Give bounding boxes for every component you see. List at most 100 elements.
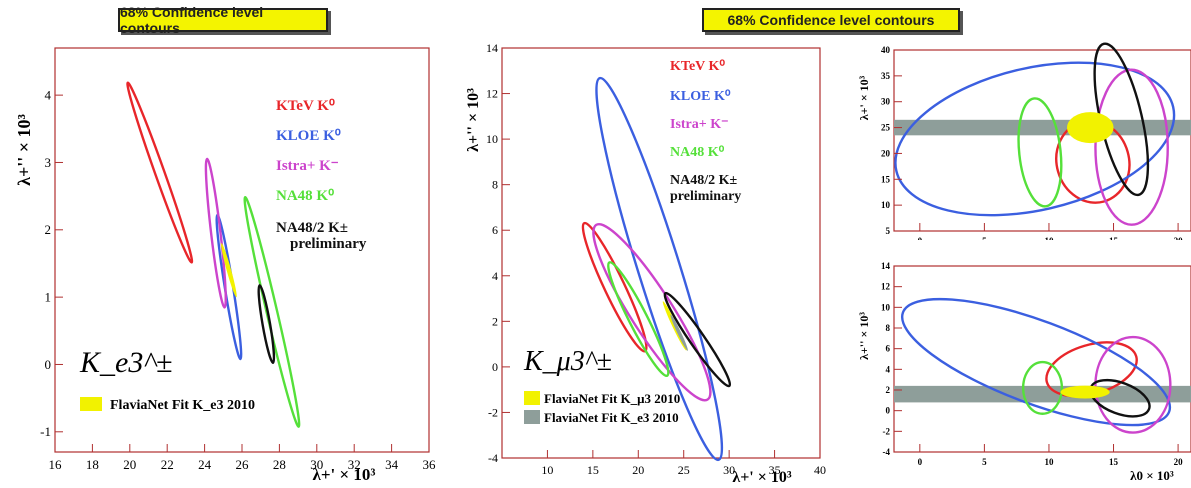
x-tick-label: 20: [1174, 236, 1184, 240]
x-tick-label: 15: [1109, 236, 1119, 240]
y-tick-label: -2: [883, 426, 891, 436]
y-tick-label: 0: [492, 360, 498, 374]
x-tick-label: 10: [541, 463, 553, 477]
contour-ktev-k-: [126, 81, 194, 264]
fit-legend-label-ke3: FlaviaNet Fit K_e3 2010: [544, 410, 679, 425]
plot-frame: [893, 49, 1191, 232]
contour-istra-k-: [1094, 68, 1169, 226]
y-tick-label: -4: [883, 447, 891, 457]
y-tick-label: 15: [881, 174, 891, 184]
contour-flavianet-fit: [1067, 112, 1114, 144]
x-tick-label: 28: [273, 457, 286, 472]
contour-istra-k-: [1094, 335, 1172, 434]
x-tick-label: 5: [982, 236, 987, 240]
y-axis-label: λ+' × 10³: [857, 75, 871, 120]
legend-preliminary: preliminary: [670, 189, 741, 204]
x-tick-label: 22: [161, 457, 174, 472]
x-tick-label: 24: [198, 457, 212, 472]
y-tick-label: 14: [486, 41, 498, 55]
y-tick-label: 6: [492, 223, 498, 237]
legend-ktev: KTeV K⁰: [276, 98, 335, 114]
y-tick-label: 12: [486, 87, 498, 101]
y-tick-label: 25: [881, 123, 891, 133]
y-tick-label: 8: [492, 178, 498, 192]
y-axis-label: λ+'' × 10³: [465, 88, 482, 152]
x-axis-label: λ+' × 10³: [312, 465, 375, 484]
x-tick-label: 0: [918, 236, 923, 240]
y-tick-label: -1: [40, 424, 51, 439]
legend-kloe: KLOE K⁰: [670, 89, 731, 104]
chart-kmu3: 10 15 20 25 30 35 40 -4 -2 0 2 4 6 8 10 12 14 λ+'' × 10³…: [465, 41, 826, 486]
y-tick-label: 0: [45, 357, 52, 372]
y-axis-label: λ+'' × 10³: [14, 114, 34, 186]
x-tick-label: 26: [236, 457, 250, 472]
x-tick-label: 20: [123, 457, 136, 472]
x-tick-label: 32: [348, 457, 361, 472]
y-tick-label: 35: [881, 71, 891, 81]
legend-ktev: KTeV K⁰: [670, 59, 725, 74]
legend-kloe: KLOE K⁰: [276, 128, 341, 144]
process-label: K_μ3^±: [523, 346, 612, 377]
y-tick-label: 0: [886, 406, 891, 416]
y-tick-label: 10: [881, 302, 891, 312]
x-tick-label: 30: [310, 457, 323, 472]
y-tick-label: 10: [881, 200, 891, 210]
y-tick-label: 1: [45, 289, 52, 304]
x-tick-label: 18: [86, 457, 99, 472]
legend-istra: Istra+ K⁻: [670, 117, 729, 132]
x-tick-label: 25: [678, 463, 690, 477]
fit-band: [894, 385, 1191, 403]
fit-legend-swatch-kmu3: [524, 391, 540, 405]
legend-na48: NA48 K⁰: [276, 188, 334, 204]
legend-na48-2: NA48/2 K±: [670, 173, 738, 188]
plot-frame: [54, 47, 430, 453]
y-tick-label: 5: [886, 226, 891, 236]
x-tick-label: 0: [918, 457, 923, 467]
contour-flavianet-fit-k-e3-2010: [221, 243, 237, 298]
plot-frame: [501, 47, 821, 459]
x-tick-label: 10: [1044, 236, 1054, 240]
contour-kloe-k-: [900, 297, 1172, 427]
y-tick-label: 6: [886, 344, 891, 354]
fit-legend-swatch: [80, 397, 102, 411]
x-axis-label: λ+' × 10³: [732, 469, 792, 486]
contour-istra-k-: [204, 157, 227, 309]
x-tick-label: 35: [769, 463, 781, 477]
y-tick-label: 14: [881, 261, 891, 271]
x-tick-label: 15: [1109, 457, 1119, 467]
contour-na48-k-: [1021, 360, 1064, 415]
y-tick-label: 10: [486, 132, 498, 146]
x-tick-label: 5: [982, 457, 987, 467]
y-tick-label: 3: [45, 155, 52, 170]
contour-kloe-k-: [894, 61, 1176, 217]
contour-kloe-k-: [595, 76, 724, 462]
y-tick-label: 8: [886, 323, 891, 333]
y-tick-label: -2: [488, 405, 498, 419]
x-tick-label: 16: [49, 457, 63, 472]
x-tick-label: 40: [814, 463, 826, 477]
contour-na48-k-: [243, 196, 301, 428]
fit-legend-label: FlaviaNet Fit K_e3 2010: [110, 398, 255, 413]
contour-flavianet-fit-k-e3-2010: [670, 314, 688, 351]
contour-na48-2-k-: [663, 291, 732, 388]
legend-na48-2: NA48/2 K±: [276, 220, 348, 236]
y-tick-label: 40: [881, 45, 891, 55]
plot-frame: [893, 265, 1191, 453]
x-axis-label: λ0 × 10³: [1130, 468, 1174, 483]
chart-lambda-prime-vs-lambda0: 0 5 10 15 20 5 10 15 20 25 30 35 40 λ+' × 10³: [857, 42, 1191, 240]
process-label: K_e3^±: [79, 346, 172, 379]
y-tick-label: 2: [45, 222, 52, 237]
contour-na48-k-: [1017, 97, 1063, 208]
x-tick-label: 20: [1174, 457, 1184, 467]
legend-preliminary: preliminary: [290, 236, 367, 252]
legend-na48: NA48 K⁰: [670, 145, 725, 160]
y-tick-label: -4: [488, 451, 498, 465]
x-tick-label: 36: [423, 457, 437, 472]
chart-lambda-doubleprime-vs-lambda0: 0 5 10 15 20 -4 -2 0 2 4 6 8 10 12 14 λ+'' × 10³ λ0 × …: [857, 261, 1191, 483]
x-tick-label: 10: [1044, 457, 1054, 467]
y-tick-label: 20: [881, 148, 891, 158]
x-tick-label: 30: [723, 463, 735, 477]
legend-istra: Istra+ K⁻: [276, 158, 339, 174]
contour-na48-k-: [607, 261, 670, 378]
